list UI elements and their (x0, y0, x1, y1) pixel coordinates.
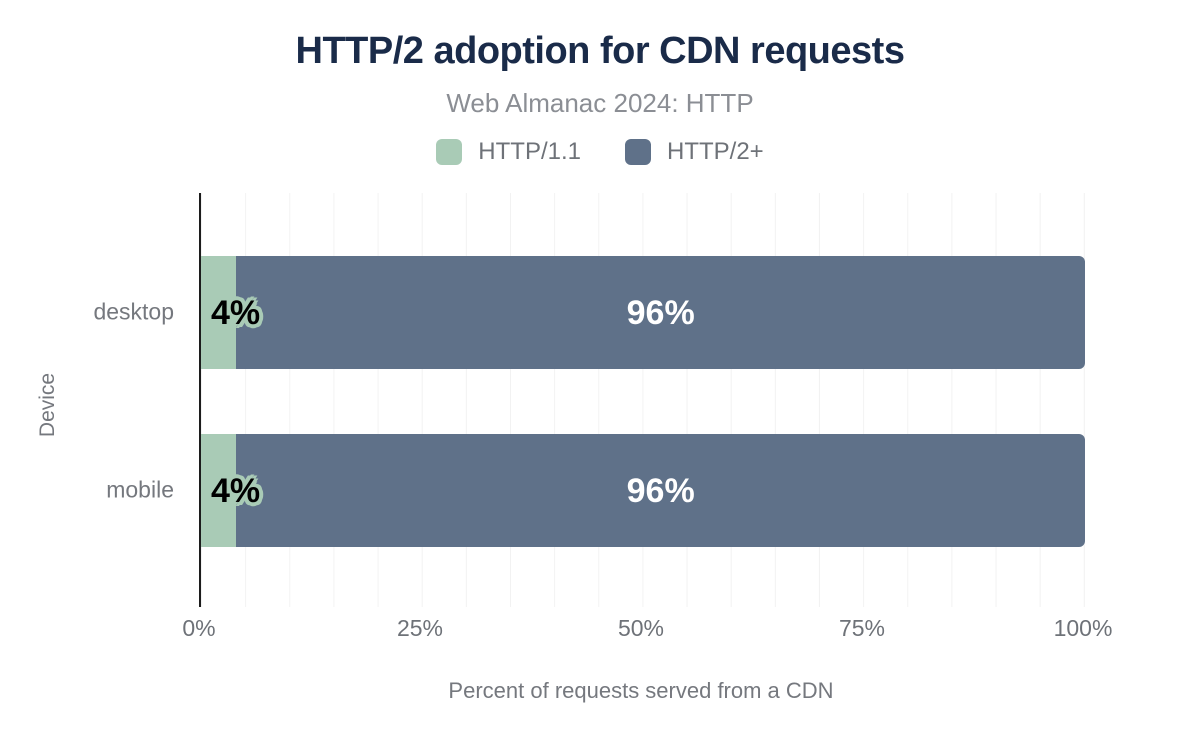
x-axis-title: Percent of requests served from a CDN (448, 678, 834, 703)
data-label-mobile-http2: 96% (626, 471, 695, 510)
x-tick-100: 100% (1053, 615, 1113, 641)
x-tick-75: 75% (838, 615, 886, 641)
x-tick-50: 50% (617, 615, 665, 641)
legend: HTTP/1.1 HTTP/2+ (0, 138, 1200, 166)
legend-swatch-http2-icon (625, 139, 651, 165)
plot-area: 96% 4% 96% 4% (199, 193, 1085, 607)
legend-label-http2: HTTP/2+ (667, 138, 764, 165)
data-label-desktop-http2: 96% (626, 293, 695, 332)
x-axis-tick-labels: 0% 25% 50% 75% 100% (182, 615, 1112, 645)
bar-mobile-segment-http11 (201, 434, 237, 547)
bar-desktop: 96% 4% (201, 256, 1085, 369)
legend-swatch-http11-icon (436, 139, 463, 165)
legend-label-http11: HTTP/1.1 (478, 138, 581, 165)
data-label-desktop-http11: 4% (211, 293, 261, 332)
chart-subtitle: Web Almanac 2024: HTTP (446, 88, 754, 118)
data-label-mobile-http11: 4% (211, 471, 261, 510)
x-tick-0: 0% (182, 615, 216, 641)
bar-desktop-segment-http2: 96% (236, 256, 1085, 369)
legend-item-http11[interactable]: HTTP/1.1 (436, 138, 581, 166)
x-tick-25: 25% (396, 615, 444, 641)
y-axis-category-labels: desktop mobile (0, 193, 186, 607)
legend-item-http2[interactable]: HTTP/2+ (625, 138, 764, 166)
bar-mobile-segment-http2: 96% (236, 434, 1085, 547)
bar-desktop-segment-http11 (201, 256, 237, 369)
bar-mobile: 96% 4% (201, 434, 1085, 547)
category-label-mobile: mobile (106, 476, 174, 503)
chart-title: HTTP/2 adoption for CDN requests (295, 30, 905, 72)
category-label-desktop: desktop (93, 298, 174, 325)
